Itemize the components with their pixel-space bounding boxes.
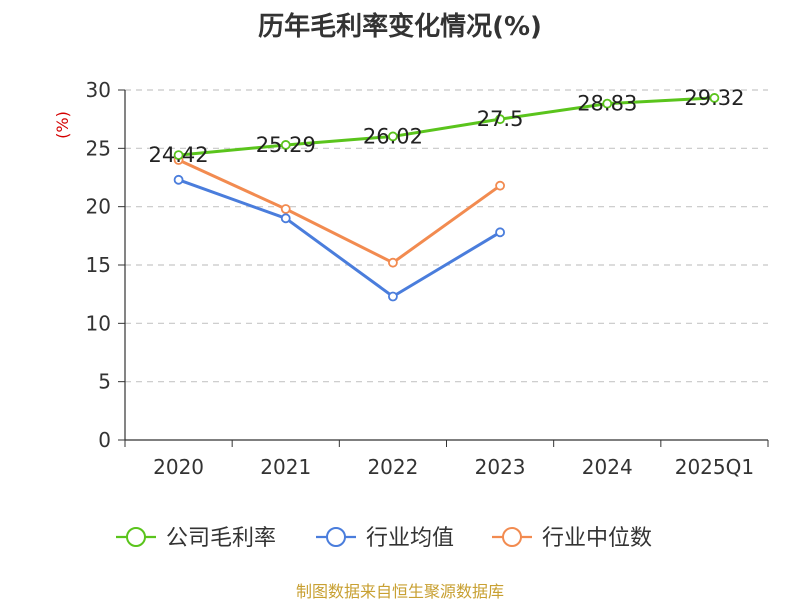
- legend-label: 公司毛利率: [166, 526, 276, 551]
- data-point: [280, 213, 291, 224]
- legend-label: 行业均值: [366, 526, 454, 551]
- chart-title: 历年毛利率变化情况(%): [258, 12, 542, 42]
- x-tick-label: 2023: [475, 455, 526, 479]
- y-tick-label: 25: [86, 136, 111, 160]
- x-tick-label: 2021: [260, 455, 311, 479]
- data-point: [495, 227, 505, 238]
- data-point: [602, 98, 613, 109]
- grid-lines: [125, 89, 768, 383]
- legend-marker: [126, 527, 146, 547]
- data-label: 27.5: [477, 107, 524, 131]
- series-line: [177, 158, 501, 265]
- y-tick-label: 20: [86, 195, 111, 219]
- legend-item: 公司毛利率: [116, 526, 276, 551]
- axes: 0 5 10 15 20 25 30 2020 2021 2022 2023 2024 2025Q1 (%…: [53, 78, 769, 479]
- data-point: [173, 150, 184, 161]
- data-point: [495, 180, 505, 191]
- y-tick-label: 10: [86, 311, 111, 335]
- data-label: 24.42: [149, 143, 209, 167]
- data-label: 25.29: [256, 133, 316, 157]
- data-labels: 24.42 25.29 26.02 27.5 28.83 29.32: [149, 86, 745, 167]
- data-point: [173, 174, 184, 185]
- y-tick-label: 15: [86, 253, 111, 277]
- data-label: 29.32: [684, 86, 744, 110]
- data-point: [388, 131, 398, 142]
- legend-item: 行业中位数: [492, 526, 652, 551]
- data-label: 28.83: [577, 92, 637, 116]
- data-point: [495, 114, 505, 125]
- data-point: [388, 257, 398, 268]
- data-point: [280, 140, 291, 150]
- y-tick-label: 0: [98, 428, 111, 452]
- data-point: [388, 291, 398, 302]
- y-axis-label: (%): [53, 111, 72, 139]
- legend-item: 行业均值: [316, 526, 454, 551]
- y-tick-label: 5: [98, 370, 111, 394]
- legend-label: 行业中位数: [542, 526, 652, 551]
- y-tick-label: 30: [86, 78, 111, 102]
- x-tick-label: 2025Q1: [675, 455, 754, 479]
- legend-marker: [502, 527, 522, 547]
- data-point: [280, 204, 291, 214]
- series-line: [178, 96, 715, 157]
- legend-marker: [326, 527, 346, 547]
- series-line: [178, 178, 501, 298]
- x-tick-label: 2022: [367, 455, 418, 479]
- series-lines: [173, 93, 720, 302]
- x-tick-label: 2020: [153, 455, 204, 479]
- data-label: 26.02: [363, 124, 423, 148]
- source-note: 制图数据来自恒生聚源数据库: [295, 582, 504, 601]
- data-point: [709, 93, 720, 103]
- x-tick-label: 2024: [582, 455, 633, 479]
- legend: 公司毛利率 行业均值 行业中位数: [116, 526, 652, 551]
